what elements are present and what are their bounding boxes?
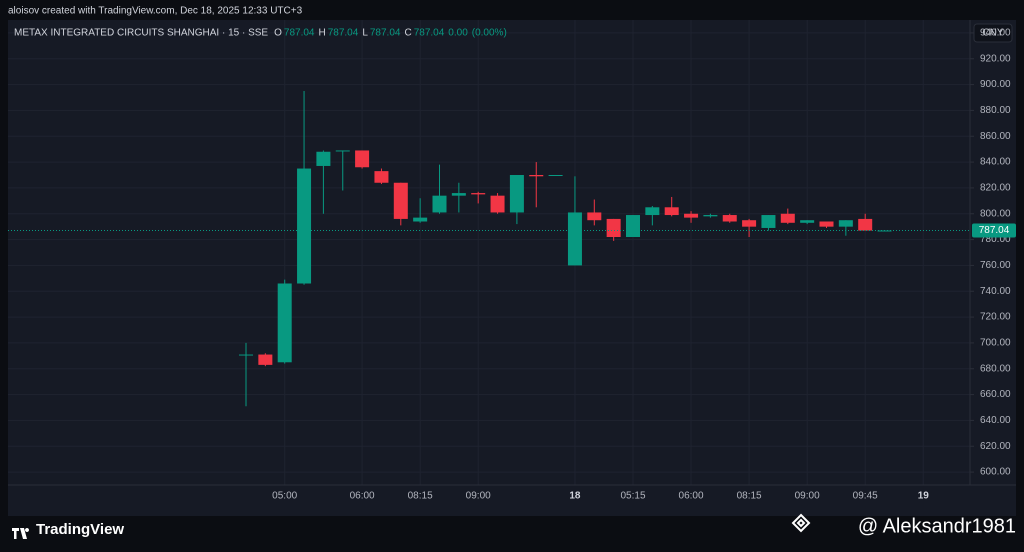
legend-text: C [404, 28, 411, 39]
y-tick-label: 760.00 [980, 260, 1011, 271]
brand-logo [12, 528, 30, 539]
candle-body [606, 218, 621, 237]
candle-body [664, 207, 679, 216]
y-tick-label: 940.00 [980, 28, 1011, 39]
y-tick-label: 920.00 [980, 53, 1011, 64]
candle-body [277, 283, 292, 363]
candle-body [567, 212, 582, 266]
legend-text: 787.04 [370, 28, 401, 39]
attribution: aloisov created with TradingView.com, De… [8, 6, 303, 17]
x-tick-label: 09:45 [853, 491, 878, 502]
x-tick-label: 06:00 [350, 491, 375, 502]
candle-body [355, 150, 370, 168]
candle-body [703, 215, 718, 217]
watermark: @ Aleksandr1981 [858, 515, 1016, 537]
candle-body [432, 195, 447, 213]
y-tick-label: 900.00 [980, 79, 1011, 90]
x-tick-label: 05:15 [620, 491, 645, 502]
candle-body [490, 195, 505, 213]
candle-body [626, 215, 640, 237]
candle-body [471, 193, 486, 195]
candle-body [722, 215, 737, 222]
y-tick-label: 720.00 [980, 312, 1011, 323]
last-price-label: 787.04 [979, 225, 1010, 236]
candle-body [258, 354, 273, 365]
x-tick-label: 09:00 [795, 491, 820, 502]
candle-body [548, 175, 563, 176]
candle-body [509, 175, 524, 213]
candle-body [297, 168, 312, 284]
candle-body [684, 213, 699, 218]
y-tick-label: 780.00 [980, 234, 1011, 245]
x-tick-label: 08:15 [408, 491, 433, 502]
y-tick-label: 860.00 [980, 131, 1011, 142]
legend-text: 787.04 [284, 28, 315, 39]
x-tick-label: 08:15 [737, 491, 762, 502]
y-tick-label: 700.00 [980, 338, 1011, 349]
legend-text: (0.00%) [472, 28, 507, 39]
legend-text: 787.04 [328, 28, 359, 39]
candle-body [761, 215, 776, 228]
y-tick-label: 800.00 [980, 208, 1011, 219]
y-tick-label: 620.00 [980, 441, 1011, 452]
legend-text: O [274, 28, 282, 39]
legend-text: 787.04 [414, 28, 445, 39]
candle-body [413, 217, 428, 222]
watermark-icon [791, 513, 811, 533]
y-tick-label: 600.00 [980, 467, 1011, 478]
currency[interactable]: CNY [982, 28, 1003, 39]
candle-body [819, 221, 834, 227]
ohlc-legend: METAX INTEGRATED CIRCUITS SHANGHAI · 15 … [14, 28, 507, 39]
y-tick-label: 820.00 [980, 183, 1011, 194]
chart-panel [8, 20, 1016, 516]
candle-body [374, 171, 389, 183]
candle-body [529, 175, 544, 177]
y-tick-label: 740.00 [980, 286, 1011, 297]
legend-text: H [318, 28, 325, 39]
y-tick-label: 680.00 [980, 363, 1011, 374]
y-tick-label: 880.00 [980, 105, 1011, 116]
y-tick-label: 840.00 [980, 157, 1011, 168]
candle-body [451, 193, 466, 196]
candle-body [780, 213, 795, 223]
x-tick-label: 05:00 [272, 491, 297, 502]
candle-body [393, 182, 408, 219]
candle-body [838, 220, 853, 227]
candle-body [316, 151, 331, 166]
last-price-box [972, 223, 1016, 238]
candle-body [239, 354, 253, 356]
y-tick-label: 660.00 [980, 389, 1011, 400]
candle-body [800, 220, 815, 223]
legend-text: 0.00 [448, 28, 468, 39]
x-tick-label: 09:00 [466, 491, 491, 502]
candle-body [742, 220, 757, 227]
x-tick-label: 18 [569, 491, 581, 502]
candle-body [645, 207, 660, 216]
candle-body [335, 150, 350, 152]
legend-text: L [362, 28, 368, 39]
candle-body [587, 212, 602, 221]
x-tick-label: 19 [918, 491, 930, 502]
candle-body [858, 218, 873, 231]
brand: TradingView [36, 521, 124, 538]
y-tick-label: 640.00 [980, 415, 1011, 426]
legend-text: METAX INTEGRATED CIRCUITS SHANGHAI · 15 … [14, 28, 268, 39]
x-tick-label: 06:00 [679, 491, 704, 502]
